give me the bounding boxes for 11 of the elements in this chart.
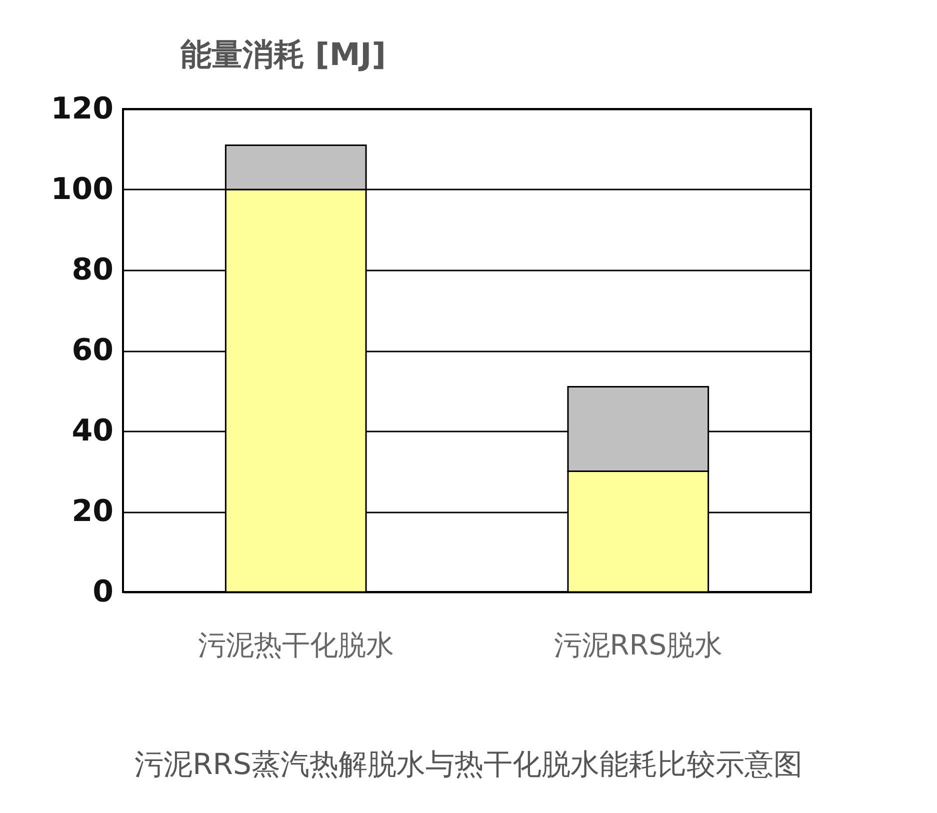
y-tick-label: 20 <box>72 494 114 529</box>
y-tick-label: 120 <box>50 92 114 126</box>
text: 污泥RRS蒸汽热解脱水与热干化脱水能耗比较示意图 <box>134 746 804 783</box>
x-tick-label: 污泥热干化脱水 <box>198 628 394 662</box>
y-tick-label: 60 <box>72 333 114 368</box>
y-tick-label: 80 <box>72 252 114 288</box>
x-tick-label: 污泥RRS脱水 <box>554 628 722 662</box>
y-tick-label: 0 <box>92 574 114 610</box>
y-tick-label: 100 <box>50 172 114 207</box>
chart-title: 能量消耗 [MJ] <box>180 37 386 73</box>
y-tick-label: 40 <box>72 414 114 448</box>
